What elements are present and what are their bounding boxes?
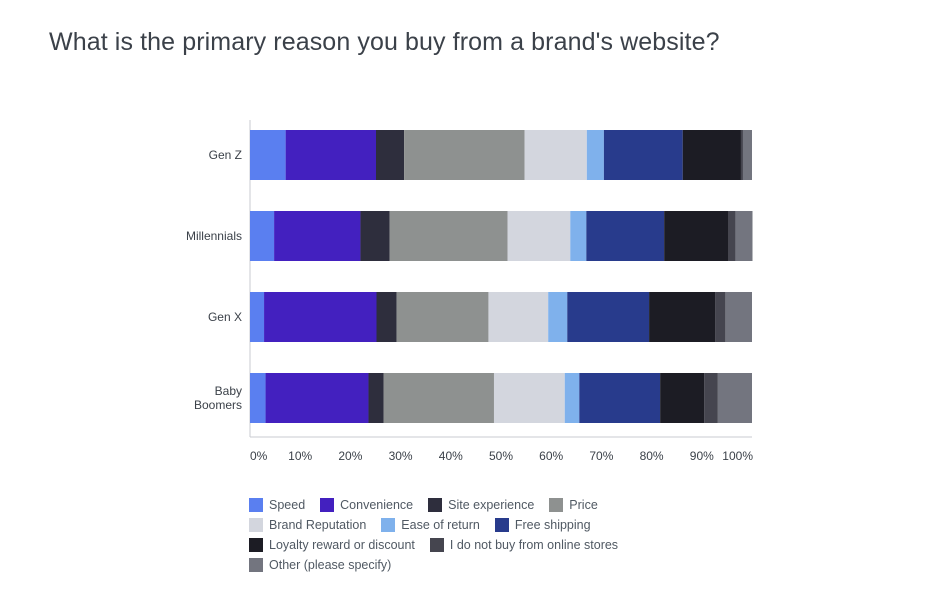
legend-item: Speed: [249, 498, 305, 512]
bar-segment: [725, 292, 752, 342]
bar-segment: [704, 373, 718, 423]
x-tick-label: 80%: [640, 449, 664, 463]
bar-segment: [250, 211, 275, 261]
bar-segment: [586, 211, 665, 261]
bar-segment: [383, 373, 494, 423]
bar-segment: [564, 373, 580, 423]
legend-row: Speed Convenience Site experience Price: [249, 495, 689, 515]
bar-segment: [728, 211, 736, 261]
legend-row: Brand Reputation Ease of return Free shipp…: [249, 515, 689, 535]
legend-swatch: [249, 518, 263, 532]
legend-swatch: [249, 558, 263, 572]
bar-segment: [250, 292, 265, 342]
chart-title: What is the primary reason you buy from …: [49, 28, 720, 56]
bar-segment: [274, 211, 361, 261]
bar-segment: [389, 211, 508, 261]
bar-segment: [507, 211, 571, 261]
legend-label: I do not buy from online stores: [449, 538, 619, 552]
bar-segment: [548, 292, 568, 342]
legend-swatch: [249, 498, 263, 512]
bar-segment: [740, 130, 743, 180]
bar-segment: [285, 130, 377, 180]
bar-segment: [715, 292, 726, 342]
bar-segment: [250, 130, 286, 180]
category-label: Millennials: [186, 229, 242, 243]
bar-segment: [376, 292, 397, 342]
legend-row: Loyalty reward or discount I do not buy f…: [249, 535, 689, 555]
legend-item: Brand Reputation: [249, 518, 366, 532]
bar-segment: [368, 373, 384, 423]
bar-segment: [493, 373, 565, 423]
bar-segment: [570, 211, 587, 261]
legend-label: Ease of return: [401, 518, 480, 532]
legend-label: Price: [569, 498, 598, 512]
bar-segment: [488, 292, 549, 342]
bar-segment: [396, 292, 489, 342]
legend-label: Loyalty reward or discount: [269, 538, 415, 552]
legend-swatch: [494, 518, 509, 532]
legend-label: Convenience: [340, 498, 414, 512]
legend-swatch: [249, 538, 263, 552]
legend-label: Free shipping: [514, 518, 591, 532]
legend-swatch: [549, 498, 564, 512]
x-tick-label: 60%: [539, 449, 563, 463]
bar-segment: [579, 373, 661, 423]
x-tick-label: 0%: [250, 449, 268, 463]
legend-item: I do not buy from online stores: [429, 538, 619, 552]
legend-item: Price: [549, 498, 598, 512]
legend-item: Ease of return: [381, 518, 480, 532]
bar-segment: [376, 130, 405, 180]
bar-segment: [664, 211, 729, 261]
bar-segment: [264, 292, 377, 342]
x-tick-label: 20%: [338, 449, 362, 463]
bar-segment: [404, 130, 525, 180]
bar-segment: [717, 373, 752, 423]
bar-segment: [682, 130, 741, 180]
legend-swatch: [429, 538, 444, 552]
legend-row: Other (please specify): [249, 555, 689, 575]
bar-segment: [586, 130, 604, 180]
x-tick-label: 40%: [439, 449, 463, 463]
x-tick-label: 10%: [288, 449, 312, 463]
bar-segment: [250, 373, 266, 423]
legend-label: Speed: [269, 498, 306, 512]
x-tick-label: 70%: [589, 449, 613, 463]
bar-segment: [265, 373, 369, 423]
legend-label: Other (please specify): [269, 558, 392, 572]
legend-item: Convenience: [320, 498, 413, 512]
chart-legend: Speed Convenience Site experience Price Bran…: [249, 495, 689, 575]
x-tick-label: 30%: [389, 449, 413, 463]
legend-label: Site experience: [448, 498, 535, 512]
legend-swatch: [320, 498, 335, 512]
bar-segment: [649, 292, 716, 342]
bar-segment: [742, 130, 752, 180]
legend-item: Loyalty reward or discount: [249, 538, 415, 552]
legend-item: Free shipping: [494, 518, 591, 532]
x-tick-label: 100%: [722, 449, 753, 463]
bar-segment: [603, 130, 683, 180]
legend-item: Site experience: [428, 498, 534, 512]
category-label: Gen Z: [209, 148, 242, 162]
category-label: Gen X: [208, 310, 242, 324]
bar-segment: [660, 373, 705, 423]
bar-segment: [524, 130, 587, 180]
x-tick-label: 90%: [690, 449, 714, 463]
legend-item: Other (please specify): [249, 558, 391, 572]
category-label: Baby Boomers: [194, 384, 242, 412]
bar-segment: [360, 211, 390, 261]
legend-label: Brand Reputation: [269, 518, 367, 532]
legend-swatch: [428, 498, 443, 512]
x-tick-label: 50%: [489, 449, 513, 463]
bar-segment: [567, 292, 650, 342]
legend-swatch: [381, 518, 396, 532]
bar-segment: [735, 211, 753, 261]
